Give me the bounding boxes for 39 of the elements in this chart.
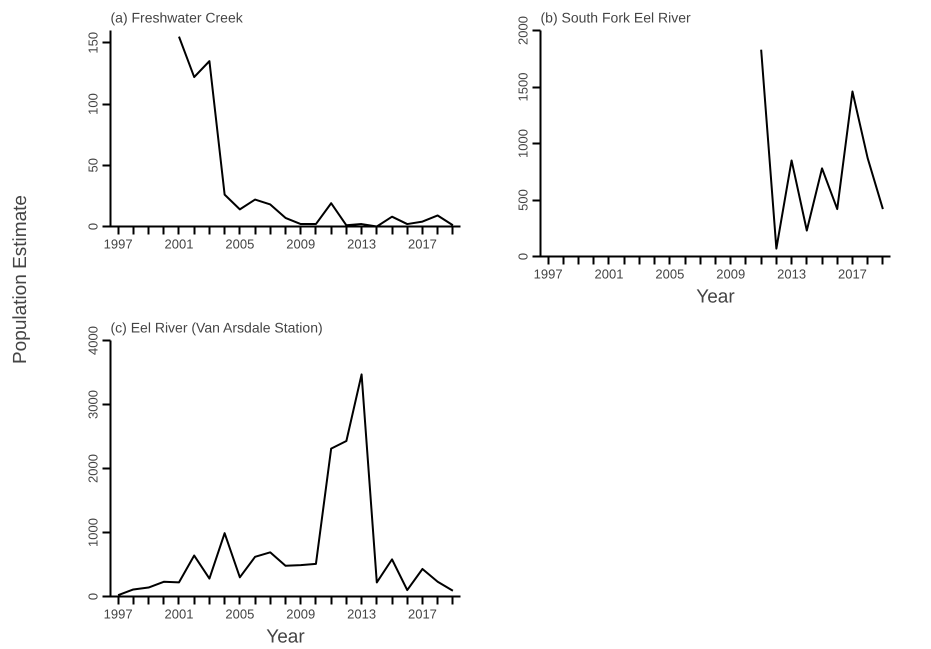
y-tick-label: 500 (516, 189, 530, 211)
y-tick-label: 2000 (86, 454, 100, 483)
y-tick-label: 150 (86, 32, 100, 54)
x-tick-label: 2009 (286, 606, 316, 622)
x-tick-label: 2005 (655, 266, 684, 282)
y-tick-label: 1500 (516, 72, 530, 102)
x-tick-label: 2005 (225, 606, 254, 622)
y-tick-label: 100 (86, 93, 100, 115)
x-tick-label: 1997 (104, 236, 133, 252)
x-tick-label: 2017 (408, 236, 437, 252)
x-tick-label: 2013 (777, 266, 806, 282)
y-tick-label: 0 (516, 252, 530, 260)
chart-title: (a) Freshwater Creek (110, 10, 244, 26)
x-tick-label: 2017 (408, 606, 437, 622)
y-tick-label: 50 (86, 158, 100, 172)
line-series (760, 48, 884, 250)
x-tick-label: 2001 (594, 266, 624, 282)
y-tick-label: 3000 (86, 390, 100, 419)
x-tick-label: 1997 (104, 606, 133, 622)
x-tick-label: 2001 (164, 236, 194, 252)
y-axis-title: Population Estimate (10, 194, 31, 364)
x-axis-title: Year (266, 626, 306, 648)
x-tick-label: 2009 (716, 266, 746, 282)
x-tick-label: 2005 (225, 236, 254, 252)
y-tick-label: 1000 (86, 518, 100, 547)
x-tick-label: 2001 (164, 606, 194, 622)
y-tick-label: 2000 (516, 16, 530, 45)
x-tick-label: 2013 (347, 606, 376, 622)
x-tick-label: 2013 (347, 236, 376, 252)
x-axis-title: Year (696, 286, 736, 308)
x-tick-label: 1997 (534, 266, 563, 282)
y-tick-label: 0 (86, 222, 100, 230)
chart-title: (c) Eel River (Van Arsdale Station) (110, 320, 323, 336)
y-tick-label: 4000 (86, 326, 100, 355)
x-tick-label: 2017 (838, 266, 867, 282)
y-tick-label: 0 (86, 592, 100, 600)
x-tick-label: 2009 (286, 236, 316, 252)
chart-title: (b) South Fork Eel River (540, 10, 691, 26)
y-tick-label: 1000 (516, 129, 530, 158)
